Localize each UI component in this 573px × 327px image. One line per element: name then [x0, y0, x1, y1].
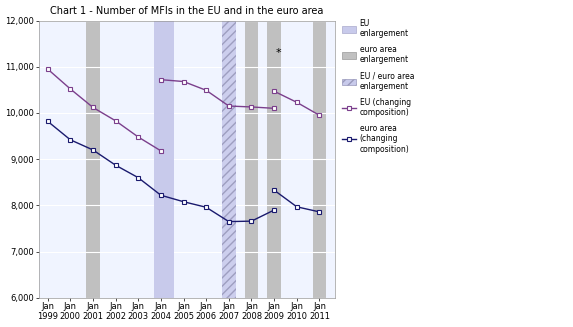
Bar: [245, 21, 258, 298]
Bar: [222, 21, 236, 298]
Bar: [268, 21, 281, 298]
Legend: EU
enlargement, euro area
enlargement, EU / euro area
enlargement, EU (changing
: EU enlargement, euro area enlargement, E…: [342, 19, 414, 154]
Bar: [313, 21, 326, 298]
Title: Chart 1 - Number of MFIs in the EU and in the euro area: Chart 1 - Number of MFIs in the EU and i…: [50, 6, 324, 16]
Bar: [154, 21, 174, 298]
Text: *: *: [276, 48, 281, 58]
Bar: [86, 21, 100, 298]
